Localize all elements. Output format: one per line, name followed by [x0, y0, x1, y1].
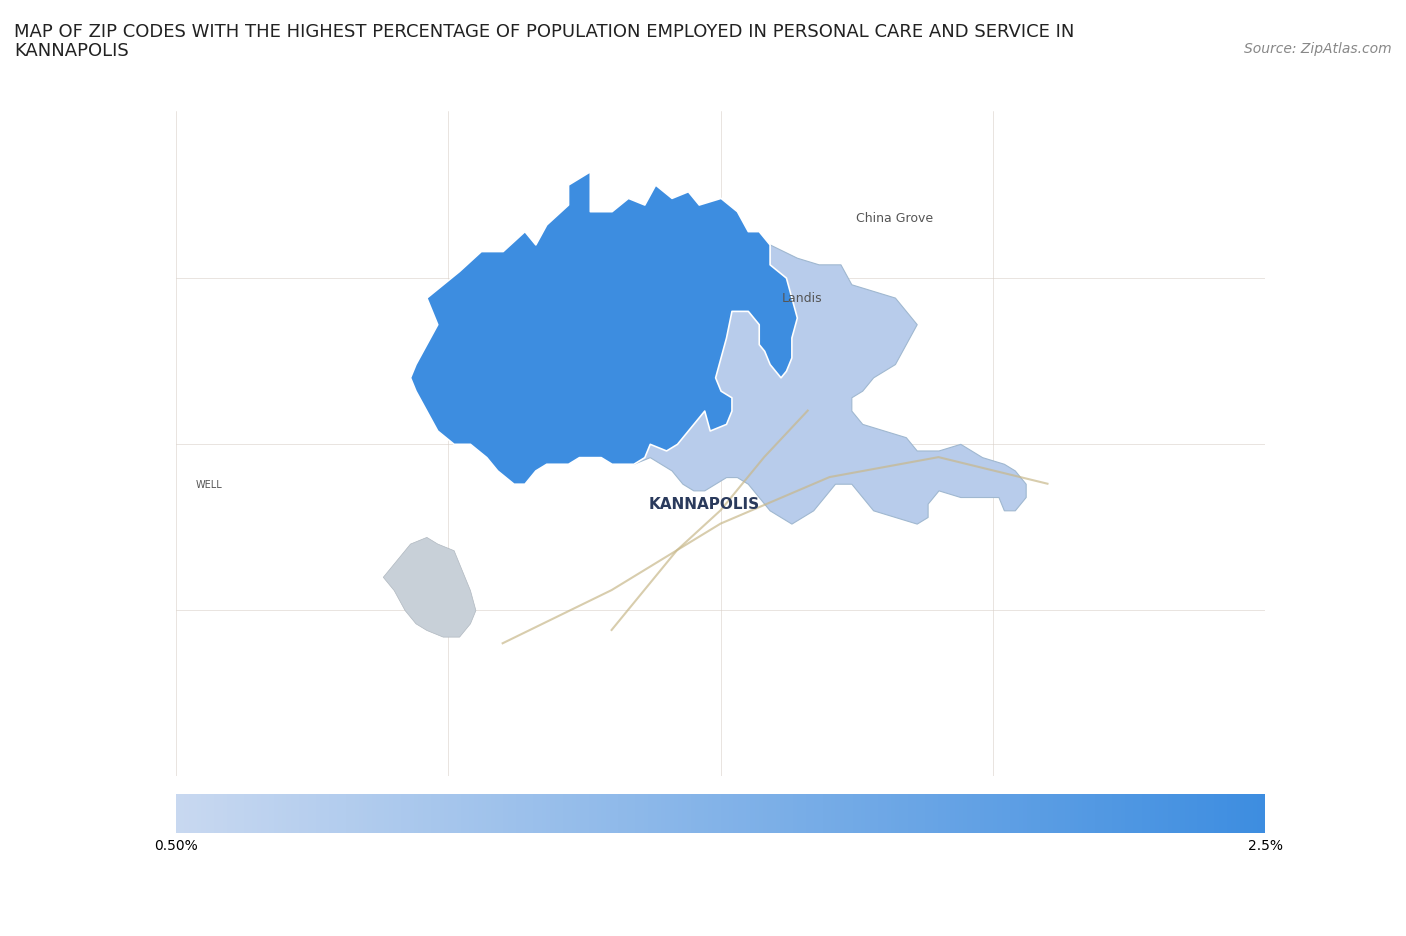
Text: KANNAPOLIS: KANNAPOLIS [14, 42, 129, 60]
Text: Landis: Landis [782, 292, 823, 305]
Text: WELL: WELL [195, 479, 222, 490]
Text: KANNAPOLIS: KANNAPOLIS [648, 497, 759, 512]
Text: Source: ZipAtlas.com: Source: ZipAtlas.com [1244, 42, 1392, 56]
Text: MAP OF ZIP CODES WITH THE HIGHEST PERCENTAGE OF POPULATION EMPLOYED IN PERSONAL : MAP OF ZIP CODES WITH THE HIGHEST PERCEN… [14, 23, 1074, 41]
Text: China Grove: China Grove [856, 212, 934, 225]
